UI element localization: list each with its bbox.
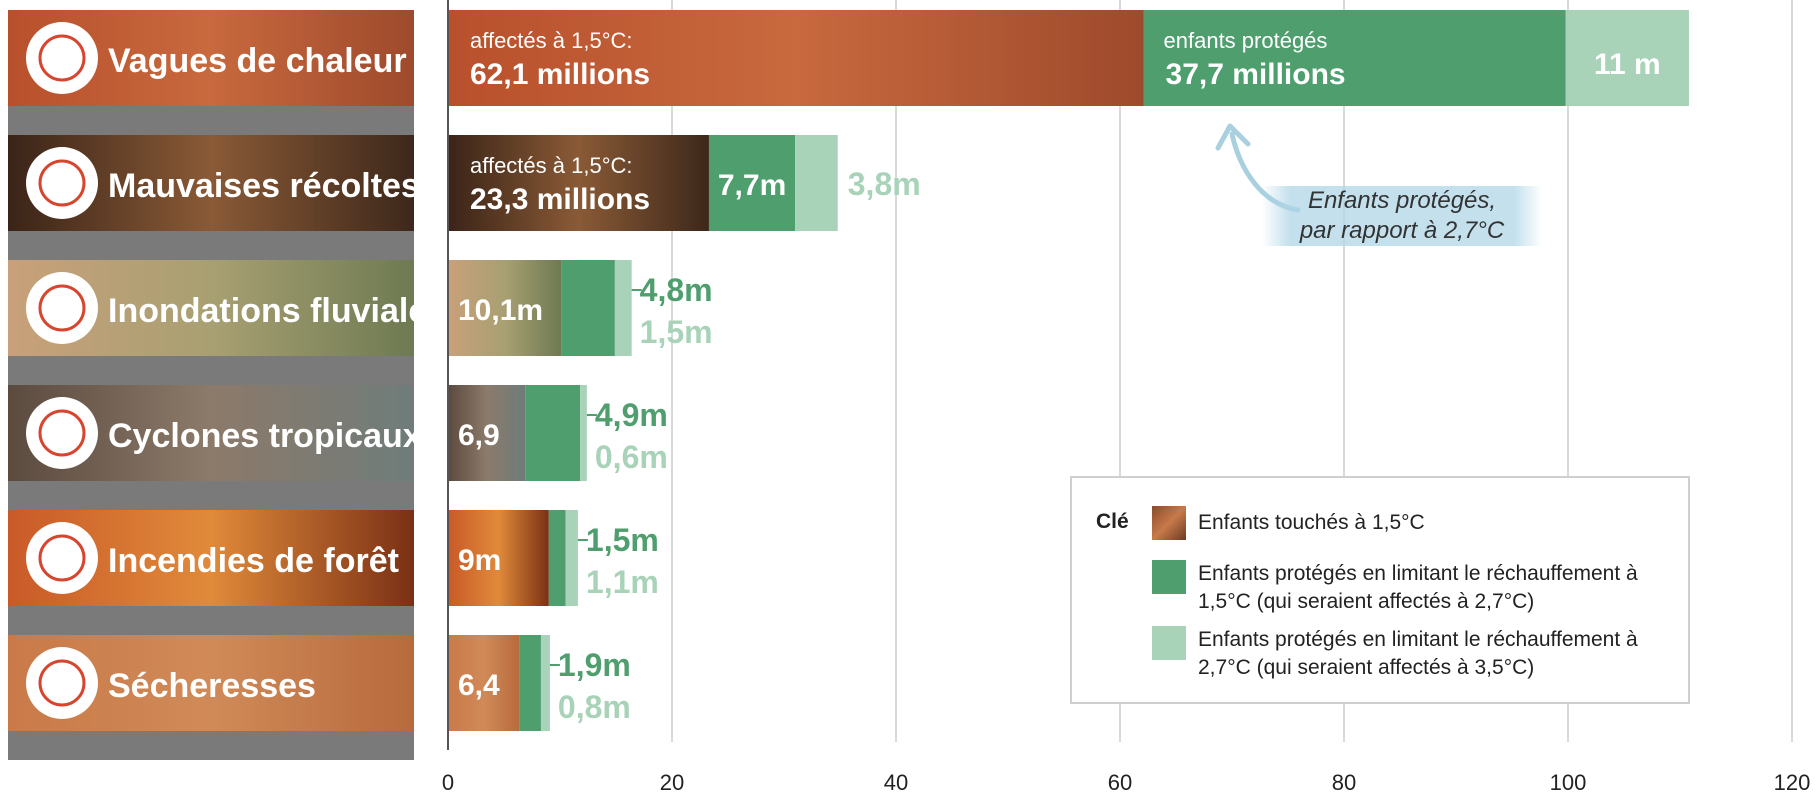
protected-27-label: 1,1m [586, 564, 659, 600]
wildfire-trees-icon [26, 522, 98, 594]
category-label: Incendies de forêt [108, 542, 399, 580]
x-tick-label: 20 [660, 770, 684, 795]
protected-27-label: 11 m [1594, 48, 1661, 81]
x-tick-label: 100 [1550, 770, 1587, 795]
bar-protected-27 [540, 635, 550, 731]
x-tick-label: 40 [884, 770, 908, 795]
legend-title: Clé [1096, 510, 1129, 533]
legend-item-affected: Enfants touchés à 1,5°C [1152, 506, 1668, 540]
icon-glyph [38, 409, 86, 457]
protected-15-label-value: 37,7 millions [1166, 58, 1346, 91]
protected-15-label-value: 1,5m [586, 522, 659, 558]
bar-protected-15 [561, 260, 615, 356]
bar-protected-15 [525, 385, 581, 481]
gridlines [671, 0, 1793, 742]
bar-protected-15 [1143, 10, 1566, 106]
legend-label-protected-27: Enfants protégés en limitant le réchauff… [1198, 628, 1638, 679]
bar-protected-27 [580, 385, 587, 481]
row-separator [8, 481, 414, 510]
category-label: Cyclones tropicaux [108, 417, 422, 455]
category-label: Mauvaises récoltes [108, 167, 420, 205]
protected-15-label-value: 1,9m [558, 647, 631, 683]
protected-27-label: 3,8m [848, 166, 921, 202]
affected-label-value: 62,1 millions [470, 58, 650, 91]
bar-protected-27 [565, 510, 578, 606]
bar-protected-15 [519, 635, 541, 731]
bar-affected [448, 635, 520, 731]
affected-label-line1: affectés à 1,5°C: [470, 153, 633, 178]
x-tick-label: 0 [442, 770, 454, 795]
icon-glyph [38, 534, 86, 582]
bar-protected-27 [1565, 10, 1689, 106]
x-tick-label: 60 [1108, 770, 1132, 795]
row-separator [8, 231, 414, 260]
protected-27-label: 1,5m [640, 314, 713, 350]
annotation-arrow-head [1215, 123, 1251, 151]
protected-27-label: 0,6m [595, 439, 668, 475]
category-label: Vagues de chaleur [108, 42, 407, 80]
protected-15-label-value: 4,8m [640, 272, 713, 308]
row-separator [8, 606, 414, 635]
row-separator [8, 356, 414, 385]
cyclone-wave-icon [26, 397, 98, 469]
protected-15-label-value: 7,7m [718, 169, 786, 202]
icon-glyph [38, 659, 86, 707]
affected-label-value: 6,4 [458, 669, 500, 702]
protected-27-label: 0,8m [558, 689, 631, 725]
drought-plant-icon [26, 647, 98, 719]
legend-swatch-affected [1152, 506, 1186, 540]
bar-protected-15 [548, 510, 566, 606]
bar-affected [448, 10, 1144, 106]
row-separator [8, 106, 414, 135]
legend-swatch-protected-27 [1152, 626, 1186, 660]
legend-swatch-protected-15 [1152, 560, 1186, 594]
category-panels: Vagues de chaleur Mauvaises récoltes Inond… [8, 10, 446, 760]
affected-label-value: 9m [458, 544, 501, 577]
bar-affected [448, 135, 709, 231]
legend-item-protected-15: Enfants protégés en limitant le réchauff… [1152, 560, 1668, 616]
annotation-line-1: Enfants protégés, [1307, 187, 1497, 214]
legend-label-protected-15: Enfants protégés en limitant le réchauff… [1198, 562, 1638, 613]
row-separator [8, 731, 414, 760]
bar-protected-27 [795, 135, 838, 231]
category-label: Inondations fluviales [108, 292, 446, 330]
sun-heatwave-icon [26, 22, 98, 94]
flood-house-icon [26, 272, 98, 344]
legend-item-protected-27: Enfants protégés en limitant le réchauff… [1152, 626, 1668, 682]
protected-15-label-line1: enfants protégés [1164, 28, 1328, 53]
bar-protected-27 [614, 260, 632, 356]
x-tick-label: 120 [1774, 770, 1811, 795]
icon-glyph [38, 284, 86, 332]
affected-label-line1: affectés à 1,5°C: [470, 28, 633, 53]
icon-glyph [38, 159, 86, 207]
bar-protected-15 [708, 135, 796, 231]
bar-affected [448, 510, 549, 606]
chart-legend: Clé Enfants touchés à 1,5°C Enfants prot… [1070, 476, 1690, 704]
wheat-crop-icon [26, 147, 98, 219]
x-tick-label: 80 [1332, 770, 1356, 795]
icon-glyph [38, 34, 86, 82]
data-labels: affectés à 1,5°C: 62,1 millions enfants pr… [458, 28, 1661, 725]
annotation-note: Enfants protégés, par rapport à 2,7°C [1262, 186, 1542, 246]
bar-affected [448, 260, 562, 356]
category-label: Sécheresses [108, 667, 316, 705]
affected-label-value: 23,3 millions [470, 183, 650, 216]
affected-label-value: 10,1m [458, 294, 543, 327]
x-axis: 0 20 40 60 80 100 120 [442, 0, 1810, 795]
protected-15-label-value: 4,9m [595, 397, 668, 433]
bars [448, 10, 1689, 731]
legend-label-affected: Enfants touchés à 1,5°C [1198, 511, 1425, 534]
annotation-line-2: par rapport à 2,7°C [1299, 217, 1505, 244]
affected-label-value: 6,9 [458, 419, 500, 452]
bar-affected [448, 385, 526, 481]
